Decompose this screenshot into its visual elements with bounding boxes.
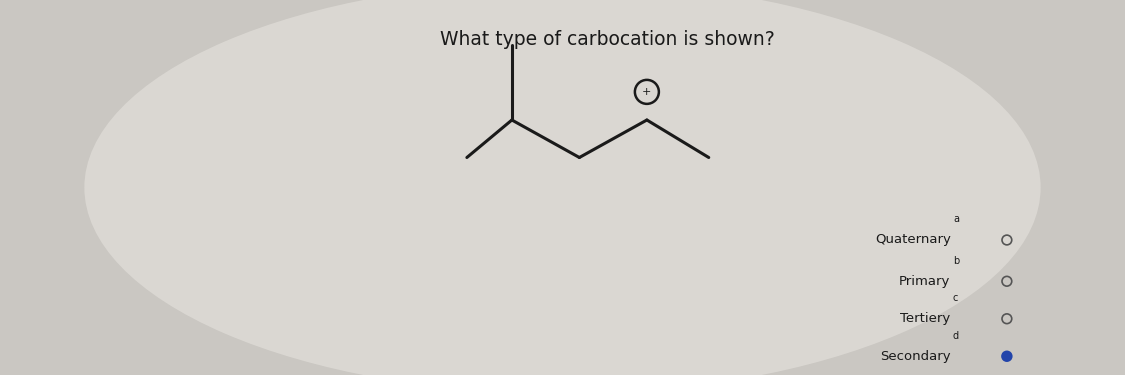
Ellipse shape [1002, 351, 1011, 361]
Text: c: c [953, 293, 958, 303]
Ellipse shape [84, 0, 1041, 375]
Text: What type of carbocation is shown?: What type of carbocation is shown? [440, 30, 775, 49]
Text: +: + [642, 87, 651, 97]
Text: Secondary: Secondary [880, 350, 951, 363]
Text: Tertiery: Tertiery [900, 312, 951, 325]
Text: d: d [953, 331, 958, 340]
Text: a: a [953, 214, 958, 224]
Text: Primary: Primary [899, 275, 951, 288]
Text: Quaternary: Quaternary [875, 234, 951, 246]
Text: b: b [953, 256, 960, 266]
